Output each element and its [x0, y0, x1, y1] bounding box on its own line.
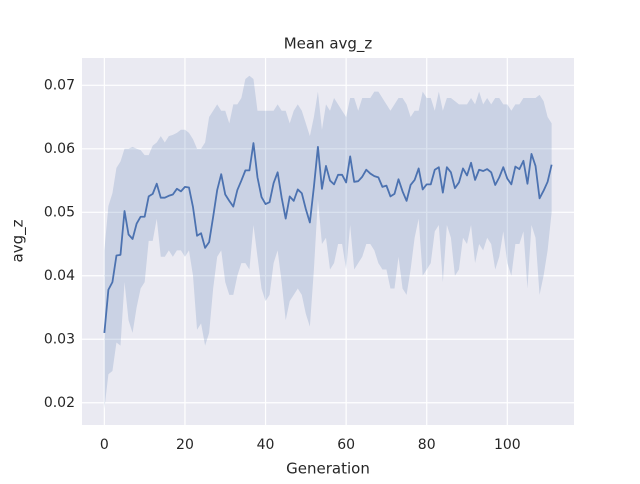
mean-line	[103, 142, 553, 334]
x-tick-label: 40	[257, 437, 275, 453]
y-tick-label: 0.02	[44, 395, 75, 411]
chart-title: Mean avg_z	[284, 35, 373, 54]
y-tick-label: 0.07	[44, 77, 75, 93]
x-tick-label: 20	[176, 437, 194, 453]
x-tick-label: 100	[494, 437, 521, 453]
x-tick-label: 80	[418, 437, 436, 453]
x-axis-label: Generation	[286, 460, 370, 478]
y-tick-label: 0.05	[44, 204, 75, 220]
y-tick-label: 0.04	[44, 268, 75, 284]
y-tick-label: 0.06	[44, 141, 75, 157]
plot-area	[82, 58, 574, 425]
x-tick-label: 60	[337, 437, 355, 453]
x-tick-label: 0	[100, 437, 109, 453]
confidence-band	[104, 75, 552, 410]
y-axis-label: avg_z	[9, 219, 28, 262]
y-tick-label: 0.03	[44, 331, 75, 347]
